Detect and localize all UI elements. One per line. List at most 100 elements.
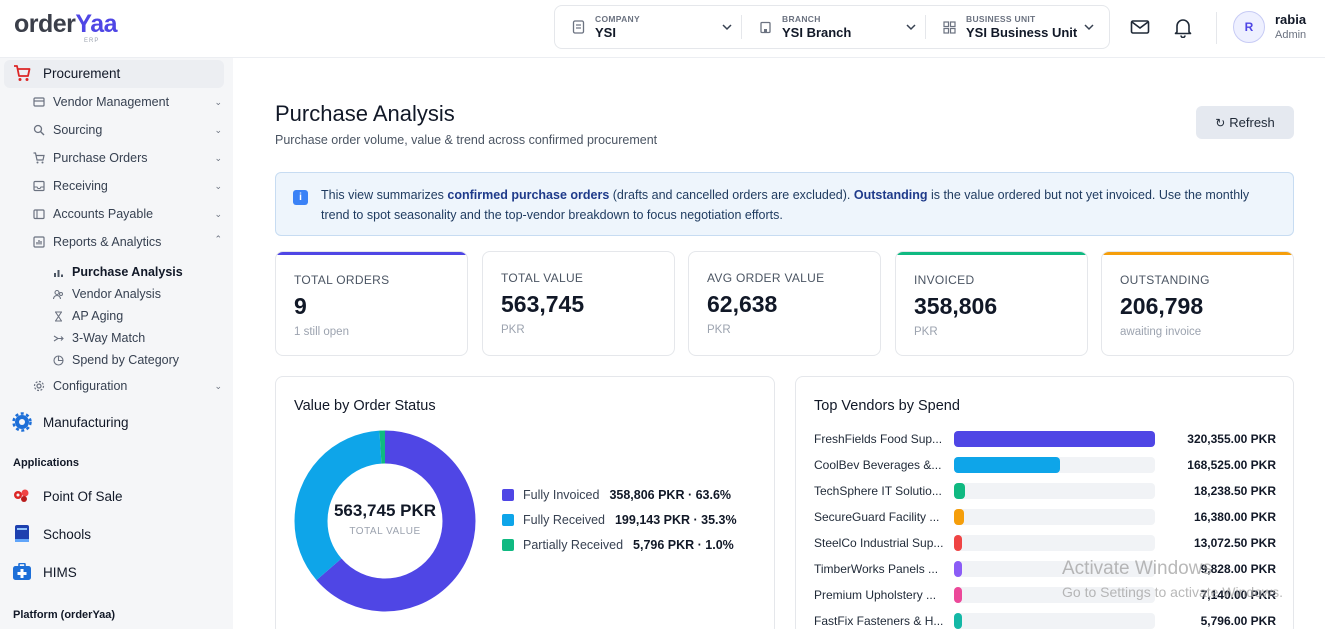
sidebar-procurement-label: Procurement xyxy=(43,65,121,81)
vendor-bar-track xyxy=(954,431,1155,447)
kpi-value: 206,798 xyxy=(1120,293,1204,319)
kpi-outstanding: OUTSTANDING 206,798 awaiting invoice xyxy=(1101,251,1294,356)
vendors-panel-title: Top Vendors by Spend xyxy=(814,398,960,414)
sidebar-item-purchase-orders[interactable]: Purchase Orders ⌄ xyxy=(32,151,222,165)
kpi-accent-bar xyxy=(276,252,467,255)
refresh-button[interactable]: ↻ Refresh xyxy=(1196,106,1294,139)
vendor-name: Premium Upholstery ... xyxy=(814,588,937,602)
mail-icon[interactable] xyxy=(1129,16,1151,38)
legend-swatch xyxy=(502,514,514,526)
chevron-down-icon: ⌄ xyxy=(214,209,222,219)
sidebar-subitem-ap-aging[interactable]: AP Aging xyxy=(52,309,123,323)
vendor-bar[interactable] xyxy=(954,457,1060,473)
company-select[interactable]: COMPANY YSI xyxy=(555,6,741,48)
business-unit-select[interactable]: BUSINESS UNIT YSI Business Unit xyxy=(926,6,1109,48)
kpi-value: 9 xyxy=(294,293,307,319)
kpi-label: TOTAL VALUE xyxy=(501,271,584,285)
donut-slice-partially-received[interactable] xyxy=(294,430,476,612)
vendor-name: TechSphere IT Solutio... xyxy=(814,484,942,498)
vendor-bar[interactable] xyxy=(954,509,965,525)
vendor-bar-track xyxy=(954,457,1155,473)
logo[interactable]: orderYaa xyxy=(14,10,118,39)
legend-swatch xyxy=(502,539,514,551)
company-value: YSI xyxy=(595,25,616,40)
branch-select[interactable]: BRANCH YSI Branch xyxy=(742,6,925,48)
sidebar-subitem-purchase-analysis[interactable]: Purchase Analysis xyxy=(52,265,183,279)
sidebar-item-label: Accounts Payable xyxy=(53,207,154,221)
kpi-value: 563,745 xyxy=(501,291,585,317)
activation-watermark-title: Activate Windows xyxy=(1062,558,1212,579)
legend-value: 5,796 PKR · 1.0% xyxy=(633,538,734,552)
vendor-bar[interactable] xyxy=(954,587,962,603)
kpi-sub: 1 still open xyxy=(294,326,349,338)
sidebar-subitem-vendor-analysis[interactable]: Vendor Analysis xyxy=(52,287,161,301)
sidebar-item-receiving[interactable]: Receiving ⌄ xyxy=(32,179,222,193)
top-bar: orderYaa ERP COMPANY YSI BRANCH YSI Bran… xyxy=(0,0,1325,58)
donut-chart xyxy=(294,430,476,612)
cart-icon xyxy=(12,63,32,83)
business-unit-label: BUSINESS UNIT xyxy=(966,14,1036,24)
page-subtitle: Purchase order volume, value & trend acr… xyxy=(275,133,658,147)
info-bold-part: confirmed purchase orders xyxy=(447,188,610,202)
sidebar-subitem-label: Purchase Analysis xyxy=(72,265,183,279)
sidebar-item-reports-analytics[interactable]: Reports & Analytics ⌃ xyxy=(32,234,222,249)
vendor-bar[interactable] xyxy=(954,613,962,629)
vendor-value: 5,796.00 PKR xyxy=(1200,614,1276,628)
store-icon xyxy=(32,96,45,109)
donut-slice-fully-received[interactable] xyxy=(294,430,476,612)
vendor-bar[interactable] xyxy=(954,431,1155,447)
vendor-value: 7,140.00 PKR xyxy=(1200,588,1276,602)
sidebar-subitem-spend-by-category[interactable]: Spend by Category xyxy=(52,353,179,367)
medical-kit-icon xyxy=(12,562,32,582)
user-name[interactable]: rabia xyxy=(1275,12,1307,27)
sidebar-schools-label: Schools xyxy=(43,526,92,542)
legend-swatch xyxy=(502,489,514,501)
kpi-total-orders: TOTAL ORDERS 9 1 still open xyxy=(275,251,468,356)
vendor-name: SecureGuard Facility ... xyxy=(814,510,940,524)
vendor-bar[interactable] xyxy=(954,535,963,551)
kpi-sub: PKR xyxy=(914,326,938,338)
logo-part1: order xyxy=(14,10,76,38)
sidebar-item-accounts-payable[interactable]: Accounts Payable ⌄ xyxy=(32,207,222,221)
users-icon xyxy=(52,288,64,300)
sidebar-item-hims[interactable]: HIMS xyxy=(12,562,77,582)
vendor-bar[interactable] xyxy=(954,483,966,499)
sidebar-item-schools[interactable]: Schools xyxy=(12,524,91,544)
vendor-row: TimberWorks Panels ... 9,828.00 PKR xyxy=(814,560,1276,578)
bell-icon[interactable] xyxy=(1172,16,1194,38)
legend-item: Partially Received 5,796 PKR · 1.0% xyxy=(502,538,734,552)
sidebar-item-vendor-management[interactable]: Vendor Management ⌄ xyxy=(32,95,222,109)
vendor-bar[interactable] xyxy=(954,561,962,577)
kpi-accent-bar xyxy=(896,252,1087,255)
page-title: Purchase Analysis xyxy=(275,101,455,126)
legend-label: Partially Received xyxy=(523,538,624,552)
legend-value: 199,143 PKR · 35.3% xyxy=(614,513,737,527)
kpi-label: AVG ORDER VALUE xyxy=(707,271,825,285)
inbox-icon xyxy=(32,180,45,193)
vendor-name: CoolBev Beverages &... xyxy=(814,458,942,472)
sidebar-subitem-3-way-match[interactable]: 3-Way Match xyxy=(52,331,145,345)
info-text-part: This view summarizes xyxy=(321,188,448,202)
sidebar-item-configuration[interactable]: Configuration ⌄ xyxy=(32,379,222,393)
chevron-down-icon: ⌄ xyxy=(214,97,222,107)
platform-heading: Platform (orderYaa) xyxy=(13,609,116,621)
sidebar-item-label: Sourcing xyxy=(53,123,103,137)
sidebar-item-procurement[interactable]: Procurement xyxy=(12,63,120,83)
vendor-row: FastFix Fasteners & H... 5,796.00 PKR xyxy=(814,612,1276,629)
wallet-icon xyxy=(32,208,45,221)
sidebar-item-manufacturing[interactable]: Manufacturing xyxy=(12,412,129,432)
sidebar-item-label: Purchase Orders xyxy=(53,151,148,165)
vendor-value: 18,238.50 PKR xyxy=(1193,484,1276,498)
sidebar: Procurement Vendor Management ⌄ Sourcing… xyxy=(0,58,233,629)
chevron-up-icon: ⌃ xyxy=(214,234,222,244)
merge-icon xyxy=(52,332,64,344)
kpi-sub: PKR xyxy=(501,324,525,336)
logo-part2: Yaa xyxy=(75,10,118,38)
avatar[interactable]: R xyxy=(1233,11,1265,43)
vendors-panel: Top Vendors by Spend FreshFields Food Su… xyxy=(795,376,1294,629)
sidebar-item-sourcing[interactable]: Sourcing ⌄ xyxy=(32,123,222,137)
chart-icon xyxy=(32,236,45,249)
separator xyxy=(741,15,742,39)
activation-watermark-sub: Go to Settings to activate Windows. xyxy=(1062,584,1283,600)
sidebar-item-point-of-sale[interactable]: Point Of Sale xyxy=(12,486,123,506)
